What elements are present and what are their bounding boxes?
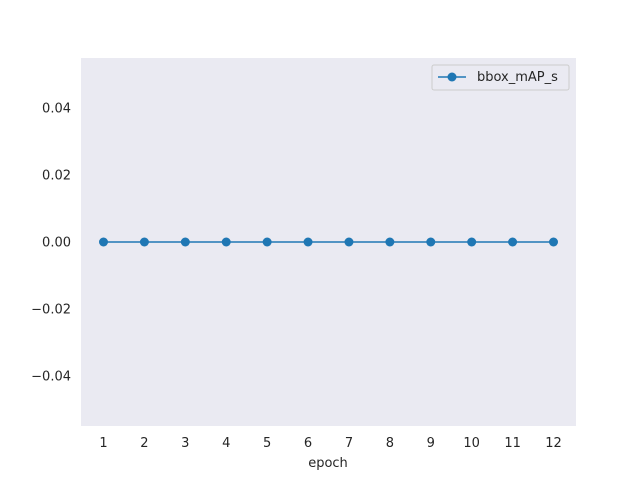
data-point: [262, 237, 272, 247]
data-point: [508, 237, 518, 247]
x-axis: 1 2 3 4 5 6 7 8 9 10 11 12: [99, 436, 561, 451]
data-point: [303, 237, 313, 247]
legend-marker-icon: [447, 72, 457, 82]
data-point: [99, 237, 108, 247]
x-tick-label: 10: [463, 436, 480, 451]
x-tick-label: 9: [427, 436, 435, 451]
x-tick-label: 11: [504, 436, 521, 451]
data-point: [180, 237, 190, 247]
x-axis-label: epoch: [308, 456, 348, 471]
data-point: [139, 237, 149, 247]
data-point: [549, 237, 558, 247]
legend-box: [431, 64, 570, 91]
legend-label: bbox_mAP_s: [477, 70, 558, 85]
y-axis: 0.04 0.02 0.00 −0.02 −0.04: [31, 102, 71, 385]
x-tick-label: 5: [263, 436, 271, 451]
x-tick-label: 12: [545, 436, 562, 451]
data-point: [221, 237, 231, 247]
y-tick-label: 0.04: [42, 102, 71, 117]
x-tick-label: 3: [181, 436, 189, 451]
y-tick-label: −0.02: [31, 302, 71, 317]
y-tick-label: −0.04: [31, 369, 71, 384]
data-point: [426, 237, 436, 247]
x-tick-label: 6: [304, 436, 312, 451]
data-point: [385, 237, 395, 247]
data-point: [467, 237, 477, 247]
x-tick-label: 4: [222, 436, 230, 451]
legend: bbox_mAP_s: [431, 64, 570, 91]
x-tick-label: 8: [386, 436, 394, 451]
x-tick-label: 2: [140, 436, 148, 451]
x-tick-label: 1: [99, 436, 107, 451]
series-layer: [99, 237, 558, 247]
y-tick-label: 0.02: [42, 169, 71, 184]
x-tick-label: 7: [345, 436, 353, 451]
y-tick-label: 0.00: [42, 236, 71, 251]
data-point: [344, 237, 354, 247]
